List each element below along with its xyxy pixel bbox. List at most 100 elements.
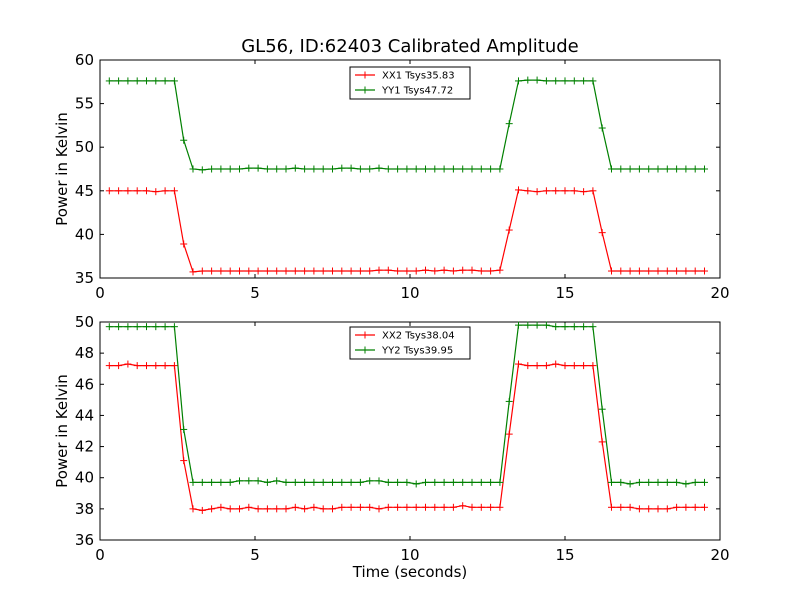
data-point bbox=[291, 503, 299, 511]
x-tick-label: 5 bbox=[250, 546, 260, 564]
data-point bbox=[561, 323, 569, 331]
data-point bbox=[170, 362, 178, 370]
y-tick-label: 50 bbox=[75, 313, 94, 331]
data-point bbox=[701, 478, 708, 486]
data-point bbox=[254, 164, 262, 172]
data-point bbox=[133, 187, 141, 195]
data-point bbox=[598, 405, 606, 413]
data-point bbox=[347, 503, 355, 511]
x-tick-label: 10 bbox=[400, 284, 419, 302]
y-tick-label: 60 bbox=[75, 51, 94, 69]
data-point bbox=[570, 77, 578, 85]
data-point bbox=[152, 77, 160, 85]
data-point bbox=[431, 478, 439, 486]
data-point bbox=[617, 478, 625, 486]
data-point bbox=[356, 165, 364, 173]
data-point bbox=[180, 240, 188, 248]
data-point bbox=[189, 478, 197, 486]
data-point bbox=[468, 266, 476, 274]
legend-box bbox=[349, 66, 471, 100]
data-point bbox=[608, 478, 615, 486]
data-point bbox=[124, 323, 132, 331]
data-point bbox=[626, 165, 634, 173]
data-point bbox=[515, 77, 522, 85]
data-point bbox=[329, 165, 336, 173]
data-point bbox=[366, 165, 374, 173]
data-point bbox=[115, 77, 123, 85]
data-point bbox=[654, 505, 662, 513]
data-point bbox=[673, 267, 681, 275]
x-tick-label: 5 bbox=[250, 284, 260, 302]
data-point bbox=[338, 503, 346, 511]
data-point bbox=[682, 503, 690, 511]
data-point bbox=[431, 267, 439, 275]
data-point bbox=[273, 477, 281, 485]
data-point bbox=[477, 165, 485, 173]
x-tick-label: 10 bbox=[400, 546, 419, 564]
data-point bbox=[356, 503, 364, 511]
data-point bbox=[291, 267, 299, 275]
data-point bbox=[663, 478, 671, 486]
data-point bbox=[542, 321, 550, 329]
data-point bbox=[515, 186, 522, 194]
data-point bbox=[645, 165, 653, 173]
data-point bbox=[198, 267, 206, 275]
data-point bbox=[217, 478, 225, 486]
data-point bbox=[152, 362, 160, 370]
data-point bbox=[115, 323, 123, 331]
data-point bbox=[301, 165, 309, 173]
data-point bbox=[561, 77, 569, 85]
data-point bbox=[673, 503, 681, 511]
data-point bbox=[459, 266, 467, 274]
data-point bbox=[310, 165, 318, 173]
data-point bbox=[338, 164, 346, 172]
data-point bbox=[505, 120, 513, 128]
data-point bbox=[468, 503, 476, 511]
data-point bbox=[431, 165, 439, 173]
data-point bbox=[412, 267, 420, 275]
data-point bbox=[487, 165, 495, 173]
data-point bbox=[663, 165, 671, 173]
data-point bbox=[635, 505, 643, 513]
data-point bbox=[524, 321, 532, 329]
data-point bbox=[533, 188, 541, 196]
data-point bbox=[180, 425, 188, 433]
data-point bbox=[189, 268, 197, 276]
data-point bbox=[282, 267, 290, 275]
data-point bbox=[589, 77, 597, 85]
data-point bbox=[524, 187, 532, 195]
data-point bbox=[496, 266, 504, 274]
data-point bbox=[422, 503, 429, 511]
data-point bbox=[180, 457, 188, 465]
data-point bbox=[570, 187, 578, 195]
data-point bbox=[133, 77, 141, 85]
data-point bbox=[505, 430, 513, 438]
data-point bbox=[115, 187, 123, 195]
data-point bbox=[422, 478, 429, 486]
data-point bbox=[524, 362, 532, 370]
data-point bbox=[449, 478, 457, 486]
legend: XX1 Tsys35.83 YY1 Tsys47.72 bbox=[349, 66, 471, 100]
data-point bbox=[226, 505, 234, 513]
data-point bbox=[319, 165, 327, 173]
data-point bbox=[598, 438, 606, 446]
data-point bbox=[263, 505, 271, 513]
data-point bbox=[208, 505, 216, 513]
data-point bbox=[403, 478, 411, 486]
data-point bbox=[542, 187, 550, 195]
data-point bbox=[161, 362, 169, 370]
data-point bbox=[663, 267, 671, 275]
data-point bbox=[105, 77, 113, 85]
data-point bbox=[626, 267, 634, 275]
y-tick-label: 46 bbox=[75, 375, 94, 393]
y-tick-label: 45 bbox=[75, 182, 94, 200]
data-point bbox=[515, 360, 522, 368]
data-point bbox=[329, 505, 336, 513]
y-tick-label: 40 bbox=[75, 225, 94, 243]
data-point bbox=[691, 267, 699, 275]
data-point bbox=[691, 503, 699, 511]
data-point bbox=[226, 478, 234, 486]
data-point bbox=[533, 321, 541, 329]
data-point bbox=[394, 478, 402, 486]
